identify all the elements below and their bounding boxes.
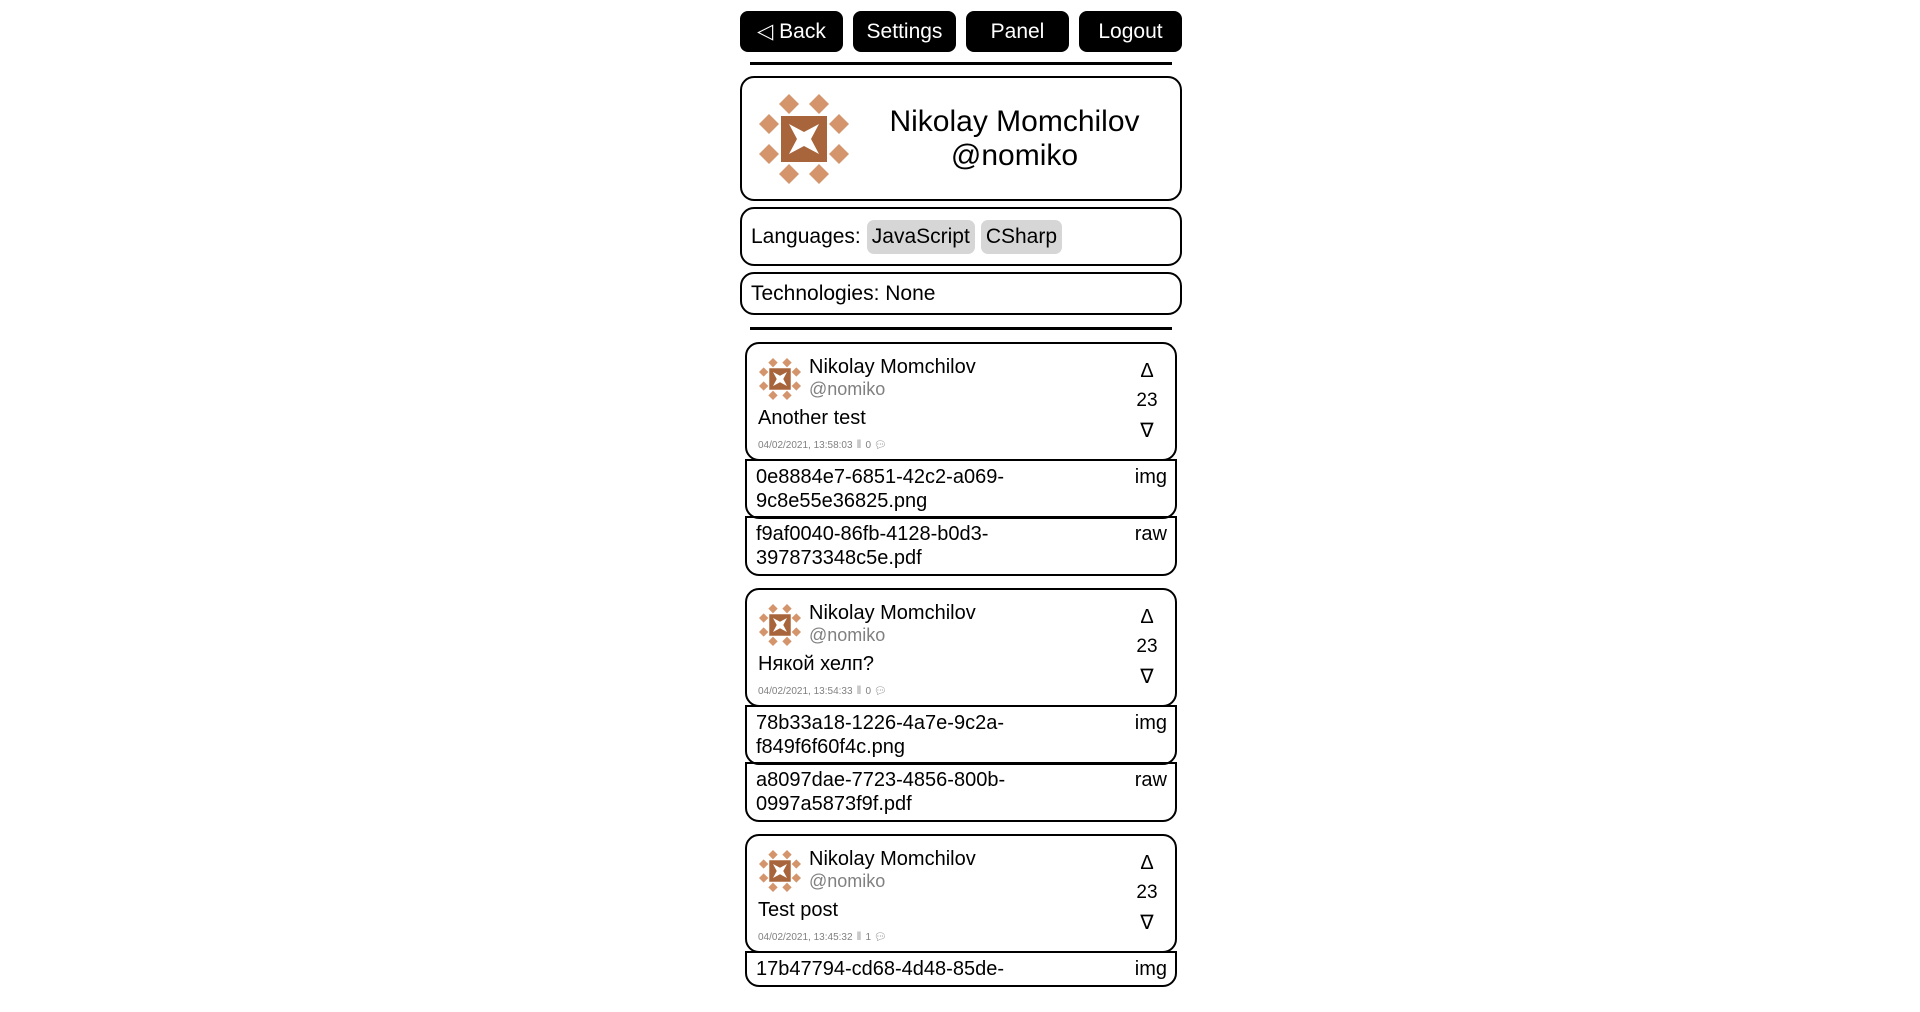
post-header[interactable]: Nikolay Momchilov @nomiko Another test 0… (745, 342, 1177, 461)
post-header[interactable]: Nikolay Momchilov @nomiko Test post 04/0… (745, 834, 1177, 953)
post-date: 04/02/2021, 13:45:32 (758, 932, 853, 943)
page-container: ◁ Back Settings Panel Logout Nikolay Mom… (740, 0, 1182, 987)
languages-card: Languages: JavaScript CSharp (740, 207, 1182, 266)
post: Nikolay Momchilov @nomiko Another test 0… (745, 342, 1177, 576)
profile-name-block: Nikolay Momchilov @nomiko (849, 105, 1180, 173)
downvote-button[interactable]: ∇ (1140, 420, 1154, 442)
settings-button[interactable]: Settings (853, 11, 956, 52)
post-meta: 04/02/2021, 13:58:03 ‖ 0 💬︎ (758, 437, 887, 451)
language-tag[interactable]: CSharp (980, 219, 1063, 254)
post: Nikolay Momchilov @nomiko Test post 04/0… (745, 834, 1177, 987)
separator: ‖ (856, 683, 862, 697)
attachment-row[interactable]: a8097dae-7723-4856-800b-0997a5873f9f.pdf… (745, 762, 1177, 822)
upvote-button[interactable]: Δ (1140, 360, 1154, 382)
profile-handle: @nomiko (950, 138, 1079, 172)
post-text: Някой хелп? (758, 653, 874, 675)
attachment-name[interactable]: 78b33a18-1226-4a7e-9c2a-f849f6f60f4c.png (756, 711, 1004, 758)
attachment-type[interactable]: raw (1134, 769, 1167, 791)
languages-label: Languages: (751, 224, 861, 248)
attachment-type[interactable]: img (1134, 957, 1167, 980)
upvote-button[interactable]: Δ (1140, 852, 1154, 874)
post-date: 04/02/2021, 13:58:03 (758, 440, 853, 451)
attachment-name[interactable]: 17b47794-cd68-4d48-85de- (756, 957, 1004, 980)
post-header[interactable]: Nikolay Momchilov @nomiko Някой хелп? 04… (745, 588, 1177, 707)
panel-button[interactable]: Panel (966, 11, 1069, 52)
vote-widget: Δ 23 ∇ (1129, 356, 1165, 446)
comment-count: 0 (865, 440, 872, 451)
technologies-card: Technologies: None (740, 272, 1182, 315)
divider (750, 327, 1172, 330)
comment-icon: 💬︎ (871, 932, 887, 943)
post-handle: @nomiko (809, 871, 886, 891)
profile-card: Nikolay Momchilov @nomiko (740, 76, 1182, 201)
vote-count: 23 (1136, 636, 1158, 657)
comment-count: 1 (865, 932, 872, 943)
back-button[interactable]: ◁ Back (740, 11, 843, 52)
post-handle: @nomiko (809, 379, 886, 399)
top-nav: ◁ Back Settings Panel Logout (740, 11, 1182, 52)
downvote-button[interactable]: ∇ (1140, 912, 1154, 934)
attachment-row[interactable]: f9af0040-86fb-4128-b0d3-397873348c5e.pdf… (745, 516, 1177, 576)
logout-button[interactable]: Logout (1079, 11, 1182, 52)
post-list: Nikolay Momchilov @nomiko Another test 0… (740, 342, 1182, 987)
vote-widget: Δ 23 ∇ (1129, 848, 1165, 938)
attachment-name[interactable]: 0e8884e7-6851-42c2-a069-9c8e55e36825.png (756, 465, 1004, 512)
language-tag[interactable]: JavaScript (866, 219, 975, 254)
post-handle: @nomiko (809, 625, 886, 645)
divider (750, 62, 1172, 65)
technologies-label: Technologies: None (751, 281, 936, 305)
post-attachments: 78b33a18-1226-4a7e-9c2a-f849f6f60f4c.png… (745, 704, 1177, 822)
attachment-row[interactable]: 78b33a18-1226-4a7e-9c2a-f849f6f60f4c.png… (745, 704, 1177, 765)
post-meta: 04/02/2021, 13:54:33 ‖ 0 💬︎ (758, 683, 887, 697)
post-author[interactable]: Nikolay Momchilov (809, 356, 976, 378)
vote-widget: Δ 23 ∇ (1129, 602, 1165, 692)
vote-count: 23 (1136, 390, 1158, 411)
separator: ‖ (856, 929, 862, 943)
attachment-type[interactable]: img (1134, 711, 1167, 734)
post-avatar (759, 604, 801, 646)
profile-name: Nikolay Momchilov (889, 104, 1140, 138)
attachment-row[interactable]: 0e8884e7-6851-42c2-a069-9c8e55e36825.png… (745, 458, 1177, 519)
post-author[interactable]: Nikolay Momchilov (809, 602, 976, 624)
attachment-name[interactable]: f9af0040-86fb-4128-b0d3-397873348c5e.pdf (756, 523, 989, 569)
post-attachments: 0e8884e7-6851-42c2-a069-9c8e55e36825.png… (745, 458, 1177, 576)
attachment-name[interactable]: a8097dae-7723-4856-800b-0997a5873f9f.pdf (756, 769, 1006, 815)
comment-icon: 💬︎ (871, 686, 887, 697)
post-avatar (759, 358, 801, 400)
post-date: 04/02/2021, 13:54:33 (758, 686, 853, 697)
post-attachments: 17b47794-cd68-4d48-85de-img (745, 950, 1177, 987)
post: Nikolay Momchilov @nomiko Някой хелп? 04… (745, 588, 1177, 822)
post-text: Test post (758, 899, 839, 921)
attachment-row[interactable]: 17b47794-cd68-4d48-85de-img (745, 950, 1177, 987)
post-meta: 04/02/2021, 13:45:32 ‖ 1 💬︎ (758, 929, 887, 943)
separator: ‖ (856, 437, 862, 451)
vote-count: 23 (1136, 882, 1158, 903)
downvote-button[interactable]: ∇ (1140, 666, 1154, 688)
post-text: Another test (758, 407, 866, 429)
upvote-button[interactable]: Δ (1140, 606, 1154, 628)
attachment-type[interactable]: raw (1134, 523, 1167, 545)
post-avatar (759, 850, 801, 892)
comment-icon: 💬︎ (871, 440, 887, 451)
avatar (759, 93, 849, 184)
attachment-type[interactable]: img (1134, 465, 1167, 488)
post-author[interactable]: Nikolay Momchilov (809, 848, 976, 870)
comment-count: 0 (865, 686, 872, 697)
